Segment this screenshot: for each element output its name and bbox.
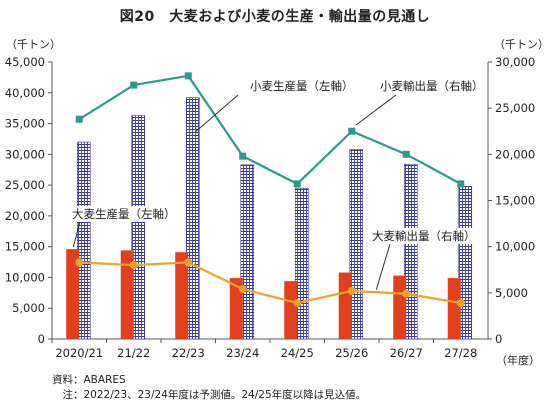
wheat-exports-label: 小麦輸出量（右軸） [380,79,484,93]
barley-exports-leader [375,243,391,290]
left-tick-label: 10,000 [5,270,45,284]
wheat-exports-label-bg [377,78,487,94]
wheat-production-label: 小麦生産量（左軸） [250,79,354,93]
bar-barley-production [338,272,352,339]
right-tick-label: 30,000 [495,55,535,69]
chart-title: 図20 大麦および小麦の生産・輸出量の見通し [119,9,431,25]
barley-exports-point [456,298,465,307]
right-tick-label: 5,000 [495,286,528,300]
barley-exports-label-bg [369,228,479,244]
x-tick-label: 24/25 [281,346,314,360]
left-tick-label: 25,000 [5,178,45,192]
bar-barley-production [120,250,134,339]
left-tick-label: 20,000 [5,209,45,223]
bar-barley-production [175,252,189,339]
left-tick-label: 35,000 [5,117,45,131]
wheat-production-label-bg [247,78,357,94]
bar-wheat-production [240,164,255,340]
right-axis-unit: （千トン） [494,38,549,51]
right-tick-label: 0 [495,332,502,346]
bar-barley-production [393,275,407,339]
barley-exports-point [75,258,84,267]
left-tick-label: 45,000 [5,55,45,69]
bar-wheat-production [131,115,146,340]
barley-production-label: 大麦生産量（左軸） [72,207,176,221]
barley-production-label-bg [69,206,179,222]
barley-exports-point [293,298,302,307]
bar-barley-production [284,281,298,339]
right-tick-label: 10,000 [495,240,535,254]
wheat-exports-point [457,180,465,188]
wheat-exports-point [239,152,247,160]
x-tick-label: 22/23 [172,346,205,360]
x-tick-label: 26/27 [390,346,423,360]
barley-exports-point [402,289,411,298]
barley-exports-line [79,261,461,305]
x-tick-label: 25/26 [335,346,368,360]
right-tick-label: 15,000 [495,194,535,208]
x-tick-label: 2020/21 [55,346,103,360]
x-tick-label: 23/24 [226,346,259,360]
wheat-exports-point [130,81,138,89]
barley-exports-point [184,258,193,267]
barley-exports-point [129,261,138,270]
x-axis-unit: （年度） [496,354,540,367]
barley-production-leader [72,221,81,248]
barley-exports-label: 大麦輸出量（右軸） [372,229,476,243]
bar-barley-production [229,278,243,339]
wheat-exports-leader [355,94,397,126]
right-tick-label: 25,000 [495,101,535,115]
left-tick-label: 40,000 [5,86,45,100]
left-tick-label: 30,000 [5,147,45,161]
wheat-exports-line [78,74,462,186]
wheat-exports-point [402,150,410,158]
bar-barley-production [66,249,80,339]
x-tick-label: 27/28 [444,346,477,360]
wheat-exports-point [184,72,192,80]
footnote: 注：2022/23、23/24年度は予測値。24/25年度以降は見込値。 [52,389,367,401]
bar-wheat-production [185,97,200,340]
source-note: 資料：ABARES [52,374,126,386]
bar-wheat-production [76,141,91,340]
barley-exports-point [347,286,356,295]
right-tick-label: 20,000 [495,147,535,161]
left-axis-unit: （千トン） [6,38,61,51]
left-tick-label: 5,000 [12,301,45,315]
wheat-exports-point [75,115,83,123]
bar-barley-production [447,278,461,339]
left-tick-label: 0 [38,332,45,346]
barley-exports-point [238,285,247,294]
left-tick-label: 15,000 [5,240,45,254]
wheat-exports-point [348,127,356,135]
wheat-exports-point [293,180,301,188]
wheat-production-leader [194,94,239,133]
x-tick-label: 21/22 [117,346,150,360]
